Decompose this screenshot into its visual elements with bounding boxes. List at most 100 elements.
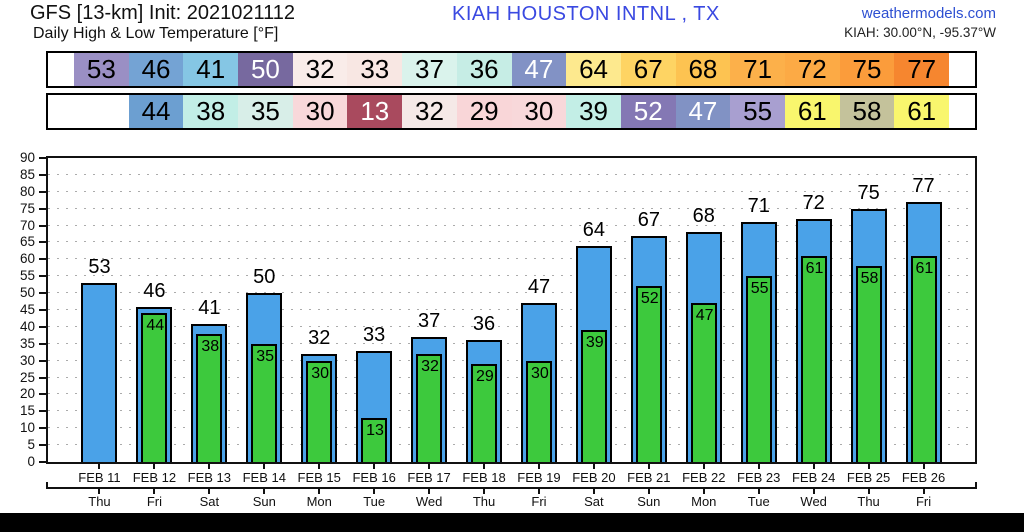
- bar-low-label: 61: [915, 260, 934, 277]
- gridline: [48, 224, 975, 226]
- strip-cell-low: 39: [566, 95, 621, 128]
- bar-low: 61: [910, 256, 937, 462]
- bar-low-label: 44: [146, 317, 165, 334]
- weekday-tick: [318, 487, 321, 494]
- x-date-label: FEB 15: [292, 464, 347, 485]
- bar-high-label: 36: [472, 313, 496, 335]
- weekday-tick: [592, 487, 595, 494]
- low-temperature-strip: 44 38 35 30 13 32 29 30 39 52 47 55 61 58 61: [46, 93, 977, 130]
- y-tick-label: 60: [19, 251, 35, 267]
- y-tick-label: 50: [19, 285, 35, 301]
- bar-low: 38: [196, 334, 223, 462]
- bar-low: 32: [416, 354, 443, 462]
- y-tick: [39, 325, 46, 328]
- strip-cell-low: 58: [839, 95, 895, 128]
- bar-low: 30: [306, 361, 333, 462]
- y-tick: [39, 207, 46, 210]
- weekday-tick: [922, 487, 925, 494]
- x-tick: [318, 464, 321, 469]
- strip-cell-low: 47: [675, 95, 731, 128]
- day-column: 53: [72, 158, 127, 462]
- strip-cell-high: 47: [511, 53, 567, 86]
- day-column: 41 38: [182, 158, 237, 462]
- weekday-tick: [812, 487, 815, 494]
- model-init-title: GFS [13-km] Init: 2021021112: [30, 2, 295, 24]
- chart-subtitle: Daily High & Low Temperature [°F]: [33, 25, 279, 42]
- strip-cell-high: 71: [730, 53, 785, 86]
- bar-low: 44: [141, 313, 168, 462]
- strip-cell-low: 55: [730, 95, 785, 128]
- y-tick: [39, 173, 46, 176]
- x-weekday-label: Thu: [72, 487, 127, 509]
- y-tick: [39, 241, 46, 244]
- x-tick: [263, 464, 266, 469]
- bar-high-label: 32: [308, 327, 331, 349]
- x-weekday-label: Fri: [512, 487, 567, 509]
- x-date-label: FEB 26: [896, 464, 951, 485]
- x-tick: [537, 464, 540, 469]
- x-tick: [373, 464, 376, 469]
- x-weekday-label: Sat: [566, 487, 621, 509]
- y-tick-label: 5: [27, 437, 35, 453]
- y-tick-label: 70: [19, 217, 35, 233]
- y-tick-label: 80: [19, 183, 35, 199]
- weekday-tick: [483, 487, 486, 494]
- x-date-label: FEB 24: [786, 464, 841, 485]
- bar-low-label: 47: [695, 307, 714, 324]
- gridline: [48, 359, 975, 361]
- bar-low-label: 39: [585, 334, 604, 351]
- x-weekday-label: Fri: [127, 487, 182, 509]
- day-column: 71 55: [731, 158, 786, 462]
- weekday-tick: [263, 487, 266, 494]
- y-tick-label: 10: [19, 420, 35, 436]
- station-title: KIAH HOUSTON INTNL , TX: [452, 3, 720, 25]
- y-tick: [39, 342, 46, 345]
- gridline: [48, 292, 975, 294]
- strip-cell-high: 68: [675, 53, 731, 86]
- bar-high-label: 67: [637, 209, 660, 231]
- y-tick-label: 55: [19, 268, 35, 284]
- bar-low-label: 61: [805, 260, 824, 277]
- weekday-tick: [757, 487, 760, 494]
- strip-cell-high: 53: [74, 53, 129, 86]
- weekday-axis-line: [46, 482, 977, 489]
- x-weekday-label: Tue: [731, 487, 786, 509]
- x-weekday-label: Sun: [237, 487, 292, 509]
- strip-cell-low: 30: [511, 95, 567, 128]
- x-weekday-label: Wed: [402, 487, 457, 509]
- bar-low-label: 35: [256, 348, 275, 365]
- x-date-label: FEB 12: [127, 464, 182, 485]
- day-column: 68 47: [676, 158, 731, 462]
- bar-high-label: 71: [747, 195, 770, 217]
- bar-low-label: 52: [640, 290, 659, 307]
- x-axis-dates: FEB 11 FEB 12 FEB 13 FEB 14 FEB 15 FEB 16 FEB …: [46, 464, 977, 485]
- gridline: [48, 427, 975, 429]
- y-tick: [39, 376, 46, 379]
- bar-low: 55: [745, 276, 772, 462]
- day-column: 75 58: [841, 158, 896, 462]
- x-tick: [428, 464, 431, 469]
- strip-cell-low: 29: [456, 95, 512, 128]
- bar-low-label: 38: [201, 338, 220, 355]
- day-column: 36 29: [457, 158, 512, 462]
- y-tick-label: 20: [19, 386, 35, 402]
- strip-cell-high: 64: [566, 53, 621, 86]
- y-tick-label: 35: [19, 335, 35, 351]
- y-tick-label: 90: [19, 150, 35, 165]
- day-column: 37 32: [402, 158, 457, 462]
- gridline: [48, 207, 975, 209]
- strip-cell-low: [74, 95, 129, 128]
- gridline: [48, 410, 975, 412]
- station-coordinates: KIAH: 30.00°N, -95.37°W: [844, 25, 996, 40]
- x-tick: [208, 464, 211, 469]
- day-column: 32 30: [292, 158, 347, 462]
- bar-low-label: 30: [530, 365, 549, 382]
- x-tick: [757, 464, 760, 469]
- bar-high-label: 53: [88, 256, 111, 278]
- strip-cell-low: 38: [183, 95, 239, 128]
- gridline: [48, 309, 975, 310]
- strip-cell-low: 52: [620, 95, 676, 128]
- x-weekday-label: Thu: [457, 487, 512, 509]
- x-tick: [483, 464, 486, 469]
- y-tick: [39, 393, 46, 396]
